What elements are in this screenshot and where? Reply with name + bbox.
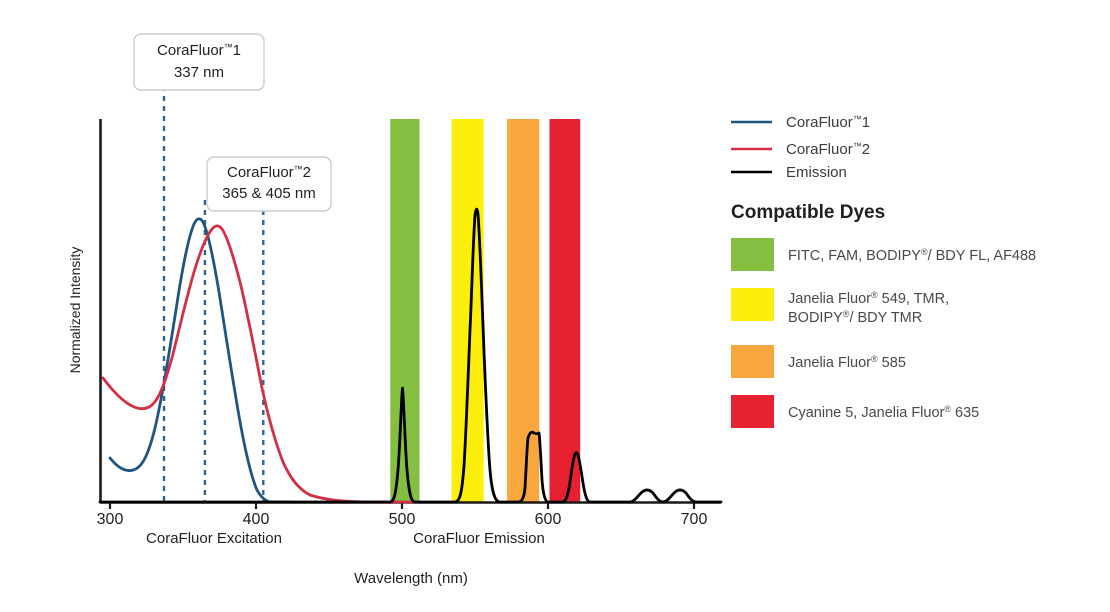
dye-band-orange (507, 119, 540, 502)
dye-swatch-yellow (731, 288, 774, 321)
dye-band-yellow (451, 119, 484, 502)
x-tick-label-500: 500 (389, 511, 416, 528)
x-axis-labels: 300 400 500 600 700 (97, 511, 708, 528)
callout-1-box (133, 33, 265, 91)
callout-2-name: CoraFluor (227, 164, 294, 181)
curve-corafluor-2 (101, 224, 422, 504)
callout-2-tm: ™ (294, 164, 303, 174)
dye-label-yellow-line2: BODIPY®/ BDY TMR (788, 309, 922, 326)
callout-1-name: CoraFluor (157, 42, 224, 59)
x-tick-label-600: 600 (535, 511, 562, 528)
dye-label-red: Cyanine 5, Janelia Fluor® 635 (788, 404, 979, 421)
callout-1-tm: ™ (224, 42, 233, 52)
callout-2-num: 2 (303, 164, 311, 181)
dye-entry-red[interactable]: Cyanine 5, Janelia Fluor® 635 (731, 395, 979, 428)
callout-1-line2: 337 nm (174, 64, 224, 81)
callout-corafluor-2: CoraFluor™2 365 & 405 nm (206, 156, 332, 212)
callout-2-line1: CoraFluor™2 (227, 164, 311, 181)
dye-entry-green[interactable]: FITC, FAM, BODIPY®/ BDY FL, AF488 (731, 238, 1036, 271)
legend-item-corafluor-1[interactable]: CoraFluor™1 (731, 114, 870, 131)
legend-item-corafluor-2[interactable]: CoraFluor™2 (731, 141, 870, 158)
callout-1-line1: CoraFluor™1 (157, 42, 241, 59)
dye-label-yellow-line1: Janelia Fluor® 549, TMR, (788, 290, 949, 307)
compatible-dyes-panel: Compatible Dyes FITC, FAM, BODIPY®/ BDY … (731, 202, 1036, 428)
x-tick-label-700: 700 (681, 511, 708, 528)
section-label-excitation: CoraFluor Excitation (146, 530, 282, 547)
dye-label-green: FITC, FAM, BODIPY®/ BDY FL, AF488 (788, 247, 1036, 264)
series-legend: CoraFluor™1 CoraFluor™2 Emission (731, 114, 870, 181)
section-label-emission: CoraFluor Emission (413, 530, 545, 547)
dye-swatch-red (731, 395, 774, 428)
dye-band-red (549, 119, 581, 502)
dye-entry-orange[interactable]: Janelia Fluor® 585 (731, 345, 906, 378)
legend-item-emission[interactable]: Emission (731, 164, 847, 181)
legend-label-corafluor-2: CoraFluor™2 (786, 141, 870, 158)
curve-emission (98, 207, 723, 504)
x-tick-label-300: 300 (97, 511, 124, 528)
dye-bands (390, 119, 581, 502)
dye-swatch-orange (731, 345, 774, 378)
curve-corafluor-1 (108, 217, 294, 504)
compatible-dyes-heading: Compatible Dyes (731, 202, 885, 223)
callout-1-num: 1 (233, 42, 241, 59)
dye-entry-yellow[interactable]: Janelia Fluor® 549, TMR, BODIPY®/ BDY TM… (731, 288, 949, 326)
callout-corafluor-1: CoraFluor™1 337 nm (133, 33, 265, 91)
x-axis-title: Wavelength (nm) (354, 570, 468, 587)
plot-area (98, 86, 723, 509)
legend-label-emission: Emission (786, 164, 847, 181)
dye-swatch-green (731, 238, 774, 271)
legend-label-corafluor-1: CoraFluor™1 (786, 114, 870, 131)
callout-2-line2: 365 & 405 nm (222, 185, 315, 202)
callout-2-box (206, 156, 332, 212)
x-tick-label-400: 400 (243, 511, 270, 528)
y-axis-title: Normalized Intensity (67, 247, 83, 374)
excitation-marker-lines (162, 86, 265, 502)
dye-label-orange: Janelia Fluor® 585 (788, 354, 906, 371)
